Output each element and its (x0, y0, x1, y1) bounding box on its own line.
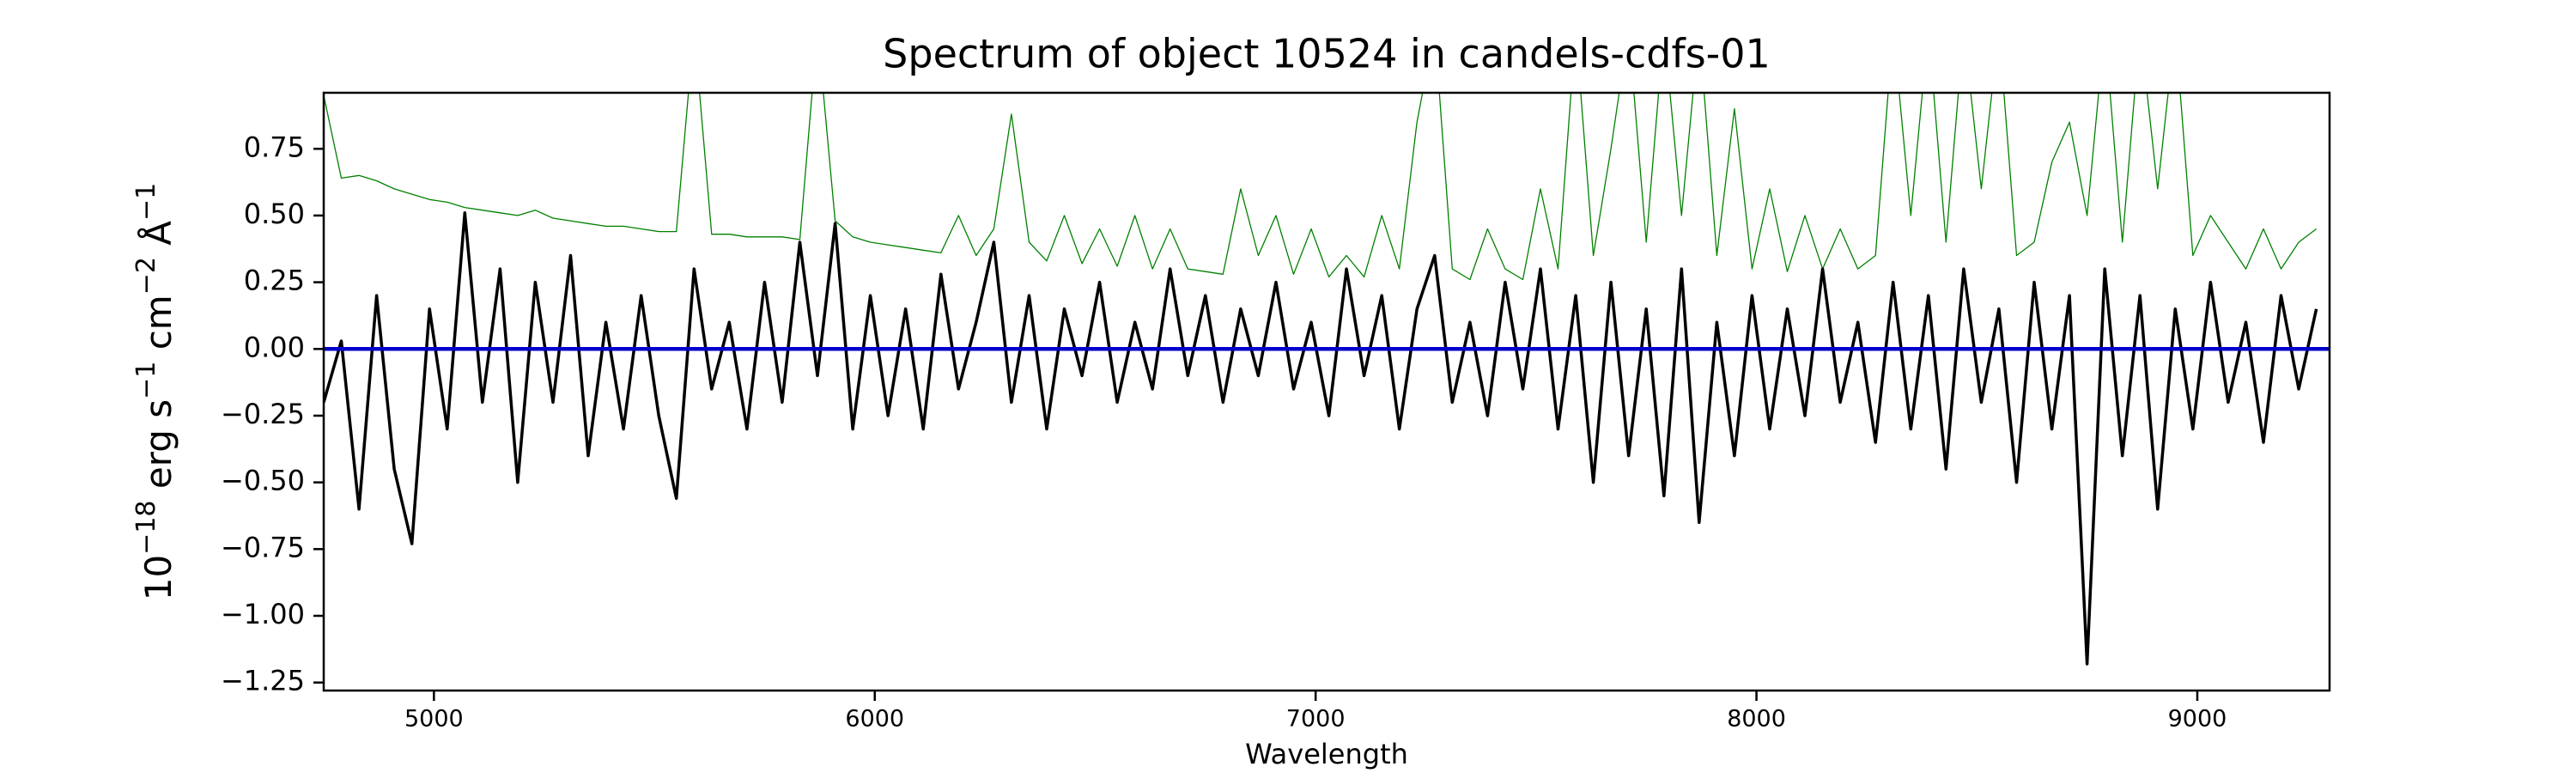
y-tick-label: 0.75 (244, 131, 305, 163)
x-tick-label: 6000 (845, 706, 904, 733)
x-tick-label: 5000 (404, 706, 464, 733)
y-tick-label: 0.00 (244, 331, 305, 363)
axes-frame (322, 91, 2331, 692)
y-tick-label: −1.00 (221, 598, 305, 630)
spectrum-line (324, 93, 2317, 281)
y-axis-label-part: Å (137, 221, 179, 257)
y-tick-label: 0.25 (244, 265, 305, 297)
x-tick-label: 8000 (1727, 706, 1786, 733)
y-tick-label: −0.75 (221, 531, 305, 563)
y-axis-label-part: 10 (137, 555, 179, 600)
y-tick-label: −0.25 (221, 398, 305, 430)
x-axis-label: Wavelength (1245, 738, 1408, 770)
y-axis-label-part: −2 (131, 257, 161, 295)
spectrum-line (324, 211, 2318, 666)
y-tick-label: −0.50 (221, 465, 305, 497)
plot-area (324, 93, 2330, 666)
y-axis-label-part: −18 (131, 501, 161, 555)
y-axis-label-part: −1 (131, 183, 161, 221)
x-tick-label: 9000 (2168, 706, 2227, 733)
y-axis-label: 10−18 erg s−1 cm−2 Å−1 (131, 183, 179, 601)
y-tick-label: 0.50 (244, 198, 305, 230)
x-tick-label: 7000 (1286, 706, 1346, 733)
chart-title: Spectrum of object 10524 in candels-cdfs… (883, 31, 1771, 77)
y-axis-label-part: cm (137, 295, 179, 361)
y-axis-label-part: −1 (131, 362, 161, 399)
y-axis-label-part: erg s (137, 399, 179, 501)
y-tick-label: −1.25 (221, 665, 305, 697)
